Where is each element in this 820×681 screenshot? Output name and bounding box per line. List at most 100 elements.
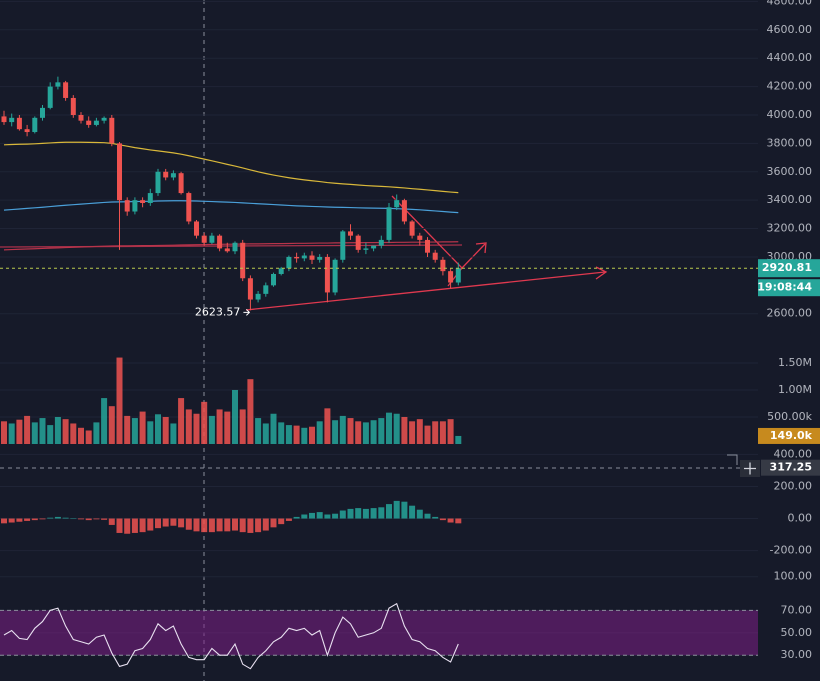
volume-bar	[293, 425, 300, 444]
candle-body	[178, 173, 184, 194]
candle-body	[9, 117, 15, 123]
candle-body	[124, 200, 130, 212]
volume-bar	[124, 415, 131, 444]
volume-bar	[31, 422, 38, 444]
volume-bar	[1, 421, 7, 444]
last-price-label: 2920.81	[762, 261, 812, 274]
volume-bar	[147, 421, 154, 444]
y-tick-label: 3600.00	[767, 165, 813, 178]
macd-bar	[185, 518, 192, 530]
volume-bar	[85, 430, 92, 444]
candle-body	[363, 248, 369, 250]
macd-bar	[116, 518, 123, 533]
candle-body	[432, 252, 438, 260]
volume-bar	[170, 423, 177, 444]
y-tick-label: 4200.00	[767, 80, 813, 93]
volume-bar	[116, 357, 123, 444]
macd-bar	[170, 518, 177, 526]
candle-body	[86, 120, 92, 125]
candle-body	[417, 235, 423, 240]
candle-body	[78, 114, 84, 121]
volume-bar	[455, 435, 462, 444]
y-tick-label: 50.00	[781, 626, 813, 639]
volume-bar	[339, 415, 346, 444]
rsi-band	[0, 610, 758, 656]
macd-bar	[54, 516, 61, 519]
low-arrow	[243, 309, 251, 316]
y-tick-label: 4000.00	[767, 108, 813, 121]
candle-body	[317, 256, 323, 260]
y-tick-label: 3200.00	[767, 222, 813, 235]
macd-bar	[124, 518, 131, 534]
candle-body	[278, 268, 284, 274]
macd-bar	[139, 518, 146, 533]
volume-bar	[162, 416, 169, 444]
macd-bar	[155, 518, 161, 529]
macd-bar	[16, 518, 23, 522]
y-tick-label: 100.00	[774, 570, 813, 583]
countdown-label: 19:08:44	[757, 281, 812, 294]
candle-body	[117, 143, 122, 201]
candle-body	[425, 239, 430, 253]
y-tick-label: 500.00k	[767, 410, 812, 423]
candle-body	[24, 129, 30, 133]
macd-bar	[8, 518, 15, 523]
volume-bar	[93, 422, 100, 444]
y-tick-label: 4400.00	[767, 51, 813, 64]
volume-bar	[108, 406, 115, 444]
volume-bar	[232, 389, 238, 444]
candle-body	[47, 86, 53, 108]
volume-bar	[424, 425, 431, 444]
low-annotation: 2623.57	[195, 305, 241, 318]
macd-bar	[31, 518, 38, 521]
volume-bar	[54, 416, 61, 444]
moving-average	[3, 141, 459, 194]
volume-bar	[285, 425, 292, 444]
candle-body	[348, 231, 353, 236]
volume-bar	[393, 413, 400, 444]
drawings	[0, 195, 608, 311]
volume-bar	[378, 418, 385, 444]
y-tick-label: 4600.00	[767, 23, 813, 36]
y-tick-label: 4800.00	[767, 0, 813, 7]
volume-bar	[255, 418, 262, 444]
candle-body	[240, 242, 246, 279]
y-tick-label: 3800.00	[767, 136, 813, 149]
macd-bar	[216, 518, 223, 532]
y-tick-label: 0.00	[788, 512, 813, 525]
macd-bar	[278, 518, 285, 525]
macd-bar	[301, 514, 308, 519]
candle-body	[155, 171, 161, 194]
volume-bar	[16, 419, 23, 444]
candle-body	[224, 248, 230, 252]
candle-body	[147, 193, 153, 204]
volume-bar	[24, 415, 31, 444]
volume-bar	[324, 408, 331, 444]
candle-body	[448, 271, 454, 283]
candle-body	[232, 242, 238, 252]
volume-bar	[416, 419, 423, 444]
macd-bar	[393, 500, 400, 519]
volume-bar	[432, 421, 439, 444]
candle-body	[440, 259, 446, 272]
candle-body	[63, 82, 69, 98]
macd-bar	[401, 501, 408, 519]
volume-bar	[239, 409, 246, 444]
macd-bar	[293, 516, 300, 519]
macd-bar	[455, 518, 462, 524]
volume-bar	[224, 411, 231, 444]
candle-body	[101, 117, 107, 121]
candle-body	[247, 278, 253, 300]
volume-bar	[178, 398, 185, 444]
crosshair-tag	[761, 459, 820, 476]
trend-line	[245, 271, 606, 311]
macd-bar	[255, 518, 262, 533]
volume-bar	[447, 419, 454, 444]
macd-bar	[285, 518, 292, 521]
volume-bar	[78, 427, 84, 444]
macd-bar	[262, 518, 269, 531]
y-tick-label: 400.00	[774, 447, 813, 460]
macd-bar	[339, 510, 346, 519]
volume-bar	[139, 411, 146, 444]
